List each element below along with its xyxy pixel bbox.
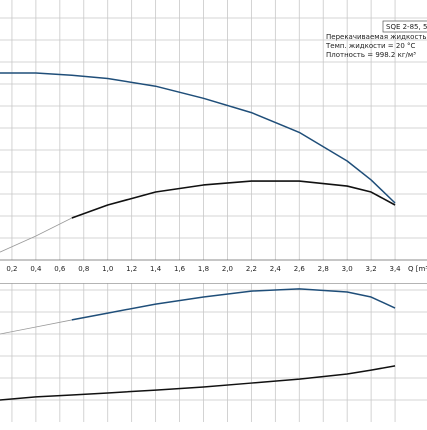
x-tick-label: 1,2 [126,265,137,273]
x-tick-label: 1,6 [174,265,186,273]
x-tick-label: 3,2 [366,265,377,273]
x-axis-label: Q [m³/h] [408,265,427,273]
x-tick-label: 1,8 [198,265,209,273]
x-tick-label: 0,8 [78,265,89,273]
x-tick-label: 2,4 [270,265,282,273]
annotation: Плотность = 998.2 кг/м³ [326,51,416,59]
x-tick-label: 3,4 [389,265,401,273]
curve [71,180,396,219]
legend-title: SQE 2-85, 50 [386,23,427,31]
x-tick-label: 0,6 [54,265,66,273]
curve [0,319,72,335]
annotation: Темп. жидкости = 20 °C [325,42,416,50]
x-tick-label: 3,0 [342,265,353,273]
x-tick-label: 1,4 [150,265,162,273]
legend-box [382,20,427,33]
curve [71,288,396,321]
x-tick-label: 2,8 [318,265,329,273]
curve [0,217,72,253]
x-tick-label: 0,2 [6,265,17,273]
x-tick-label: 2,6 [294,265,306,273]
x-tick-label: 0,4 [30,265,42,273]
x-tick-label: 1,0 [102,265,113,273]
curve [0,72,396,204]
x-tick-label: 2,0 [222,265,233,273]
curve [0,365,396,401]
annotation: Перекачиваемая жидкость = Вод [326,33,427,41]
x-tick-label: 2,2 [246,265,257,273]
